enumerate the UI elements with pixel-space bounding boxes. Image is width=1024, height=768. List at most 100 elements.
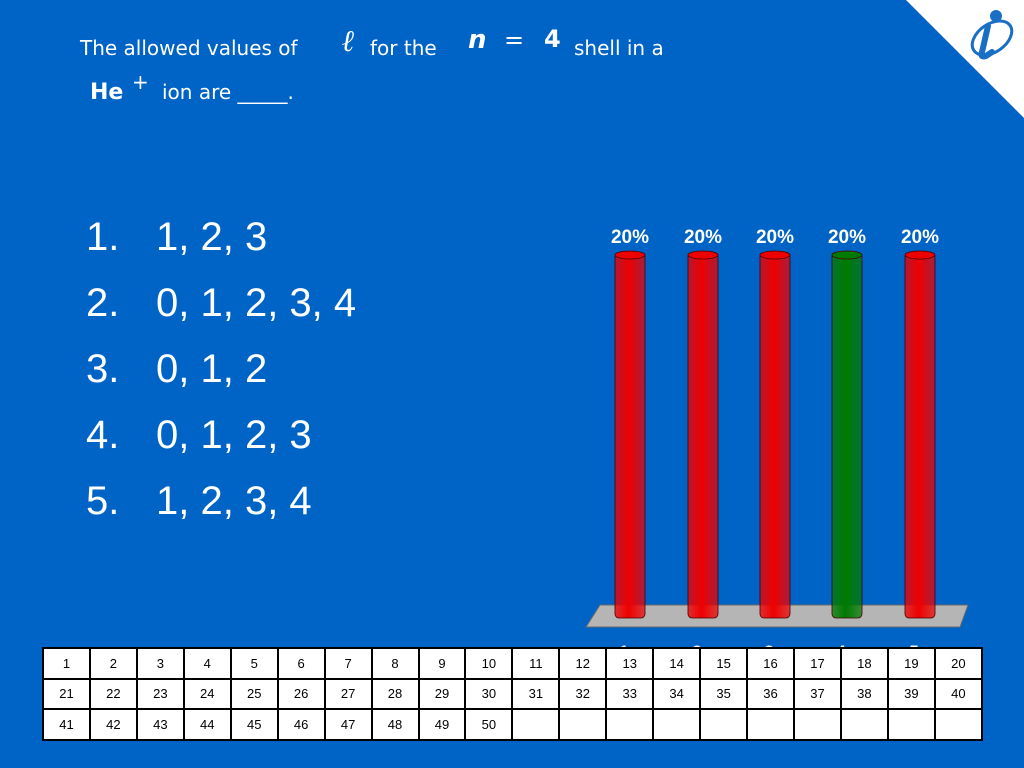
grid-cell: 48 bbox=[370, 708, 420, 741]
grid-cell: 43 bbox=[135, 708, 185, 741]
answer-number: 1. bbox=[86, 215, 120, 259]
chart-bar-3 bbox=[759, 252, 791, 619]
grid-cell: 26 bbox=[276, 677, 326, 711]
grid-cell: 34 bbox=[652, 677, 702, 711]
grid-cell: 31 bbox=[511, 677, 561, 711]
grid-cell: 12 bbox=[558, 647, 608, 680]
chart-bar-cap-5 bbox=[904, 250, 936, 260]
grid-row: 21 22 23 24 25 26 27 28 29 30 31 32 33 34 35 36 37 38 39 40 bbox=[42, 677, 984, 711]
chart-value-label: 20% bbox=[901, 227, 939, 248]
grid-cell: 45 bbox=[229, 708, 279, 741]
chart-bar-5 bbox=[904, 252, 936, 619]
grid-cell: 40 bbox=[933, 677, 984, 711]
grid-cell: 6 bbox=[276, 647, 326, 680]
answer-option-2[interactable]: 2. 0, 1, 2, 3, 4 bbox=[86, 278, 416, 344]
grid-cell: 4 bbox=[182, 647, 232, 680]
grid-cell: 23 bbox=[135, 677, 185, 711]
n-symbol: n bbox=[468, 25, 487, 55]
response-chart-svg: 20%120%220%320%420%5 bbox=[585, 227, 969, 661]
grid-cell: 1 bbox=[42, 647, 91, 680]
grid-cell: 33 bbox=[605, 677, 655, 711]
chart-value-label: 20% bbox=[611, 227, 649, 248]
grid-cell: 20 bbox=[933, 647, 984, 680]
ell-symbol: ℓ bbox=[342, 24, 355, 59]
grid-cell: 24 bbox=[182, 677, 232, 711]
grid-row: 1 2 3 4 5 6 7 8 9 10 11 12 13 14 15 16 17 18 19 20 bbox=[42, 647, 984, 680]
answer-option-1[interactable]: 1. 1, 2, 3 bbox=[86, 212, 416, 278]
answer-number: 3. bbox=[86, 347, 120, 391]
response-chart: 20%120%220%320%420%5 bbox=[580, 215, 980, 665]
grid-cell bbox=[886, 708, 936, 741]
grid-cell: 11 bbox=[511, 647, 561, 680]
chart-value-label: 20% bbox=[756, 227, 794, 248]
chart-bar-2 bbox=[687, 252, 719, 619]
he-symbol: He bbox=[90, 80, 124, 105]
shell-number: 4 bbox=[544, 25, 561, 53]
grid-cell bbox=[605, 708, 655, 741]
grid-cell bbox=[933, 708, 984, 741]
grid-cell: 27 bbox=[323, 677, 373, 711]
answer-text: 1, 2, 3, 4 bbox=[156, 479, 312, 523]
answer-text: 0, 1, 2 bbox=[156, 347, 268, 391]
grid-cell: 14 bbox=[652, 647, 702, 680]
corner-triangle bbox=[906, 0, 1024, 118]
grid-cell: 18 bbox=[839, 647, 889, 680]
equals-symbol: = bbox=[504, 26, 525, 54]
grid-cell: 2 bbox=[88, 647, 138, 680]
grid-cell bbox=[839, 708, 889, 741]
answer-text: 0, 1, 2, 3, 4 bbox=[156, 281, 357, 325]
answer-text: 0, 1, 2, 3 bbox=[156, 413, 312, 457]
grid-cell bbox=[558, 708, 608, 741]
grid-cell: 50 bbox=[464, 708, 514, 741]
grid-cell bbox=[793, 708, 842, 741]
grid-cell: 10 bbox=[464, 647, 514, 680]
chart-bar-4 bbox=[831, 252, 863, 619]
grid-cell bbox=[652, 708, 702, 741]
grid-cell: 42 bbox=[88, 708, 138, 741]
question-part1: The allowed values of bbox=[80, 36, 298, 60]
grid-cell: 17 bbox=[793, 647, 842, 680]
chart-value-label: 20% bbox=[684, 227, 722, 248]
question-part2: for the bbox=[370, 36, 437, 60]
answer-text: 1, 2, 3 bbox=[156, 215, 268, 259]
grid-row: 41 42 43 44 45 46 47 48 49 50 bbox=[42, 708, 984, 741]
grid-cell: 3 bbox=[135, 647, 185, 680]
answer-list: 1. 1, 2, 3 2. 0, 1, 2, 3, 4 3. 0, 1, 2 4… bbox=[86, 212, 416, 542]
grid-cell: 35 bbox=[699, 677, 749, 711]
answer-number: 5. bbox=[86, 479, 120, 523]
answer-option-5[interactable]: 5. 1, 2, 3, 4 bbox=[86, 476, 416, 542]
grid-cell: 19 bbox=[886, 647, 936, 680]
answer-option-3[interactable]: 3. 0, 1, 2 bbox=[86, 344, 416, 410]
grid-cell bbox=[699, 708, 749, 741]
grid-cell: 8 bbox=[370, 647, 420, 680]
grid-cell: 9 bbox=[417, 647, 467, 680]
grid-cell: 7 bbox=[323, 647, 373, 680]
chart-bar-1 bbox=[614, 252, 646, 619]
grid-cell: 39 bbox=[886, 677, 936, 711]
grid-cell: 21 bbox=[42, 677, 91, 711]
grid-cell: 36 bbox=[746, 677, 795, 711]
grid-cell: 38 bbox=[839, 677, 889, 711]
grid-cell: 15 bbox=[699, 647, 749, 680]
grid-cell: 41 bbox=[42, 708, 91, 741]
chart-bar-cap-4 bbox=[831, 250, 863, 260]
grid-cell: 47 bbox=[323, 708, 373, 741]
question-part3: shell in a bbox=[574, 36, 664, 60]
answer-number: 2. bbox=[86, 281, 120, 325]
grid-cell: 13 bbox=[605, 647, 655, 680]
grid-cell: 16 bbox=[746, 647, 795, 680]
grid-cell: 30 bbox=[464, 677, 514, 711]
turning-point-logo-icon bbox=[970, 10, 1014, 60]
chart-bar-cap-3 bbox=[759, 250, 791, 260]
grid-cell: 37 bbox=[793, 677, 842, 711]
grid-cell: 25 bbox=[229, 677, 279, 711]
grid-cell: 28 bbox=[370, 677, 420, 711]
answer-option-4[interactable]: 4. 0, 1, 2, 3 bbox=[86, 410, 416, 476]
grid-cell: 46 bbox=[276, 708, 326, 741]
grid-cell bbox=[746, 708, 795, 741]
chart-value-label: 20% bbox=[828, 227, 866, 248]
plus-charge: + bbox=[132, 70, 149, 94]
chart-bar-cap-1 bbox=[614, 250, 646, 260]
question-part4: ion are _____. bbox=[162, 80, 294, 104]
grid-cell: 44 bbox=[182, 708, 232, 741]
